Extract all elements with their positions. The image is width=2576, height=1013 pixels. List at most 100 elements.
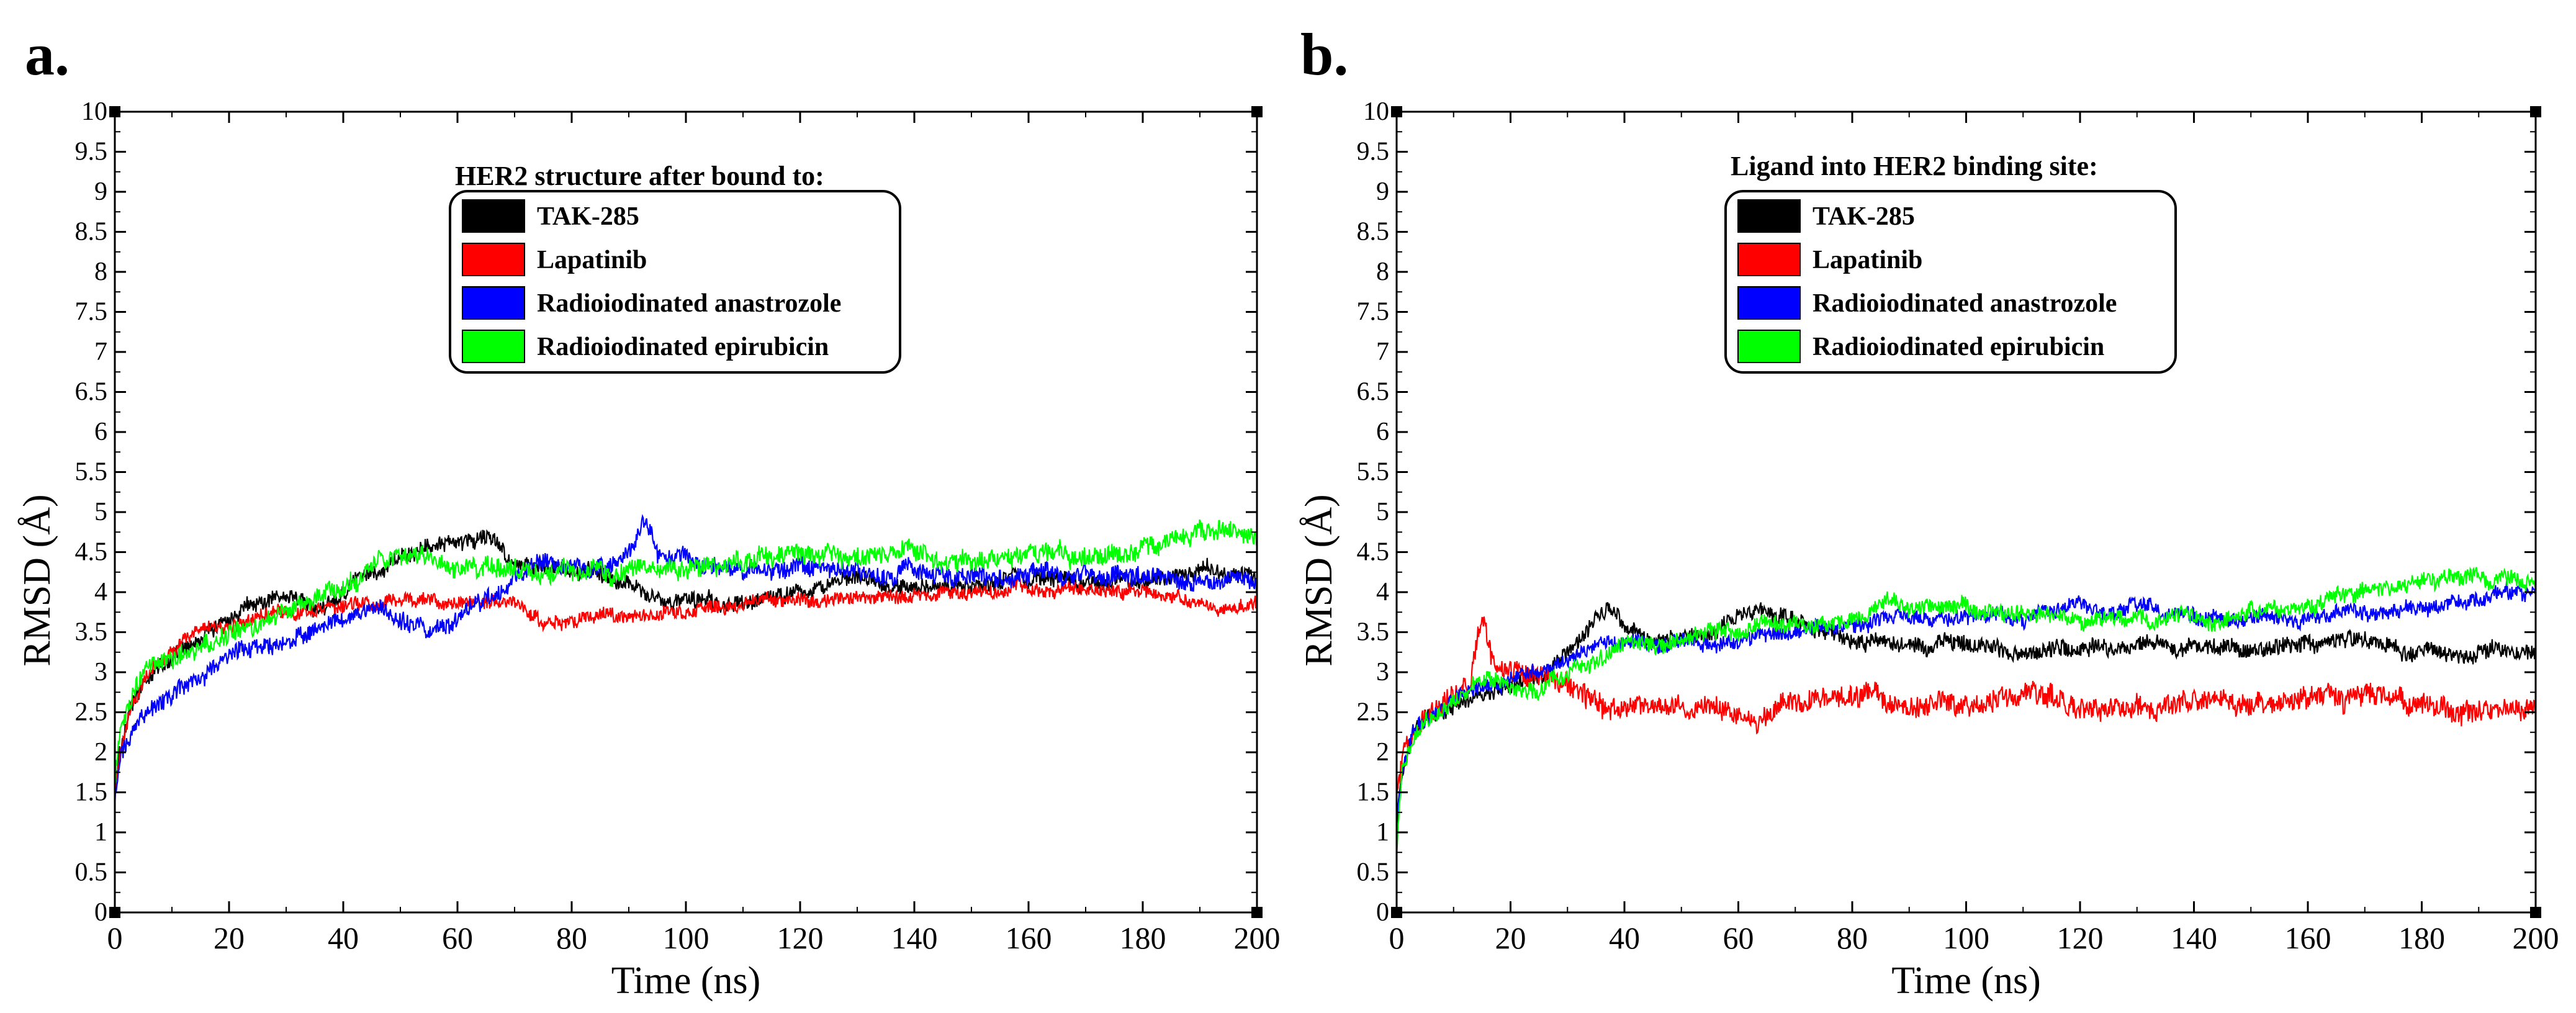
x-tick-label: 0 bbox=[1389, 921, 1405, 955]
x-tick-label: 120 bbox=[777, 921, 824, 955]
legend-label: Radioiodinated epirubicin bbox=[1813, 333, 2104, 361]
x-tick-label: 40 bbox=[328, 921, 359, 955]
y-tick-label: 9.5 bbox=[75, 138, 108, 166]
panel-b-label: b. bbox=[1300, 21, 1349, 88]
x-tick-label: 100 bbox=[1943, 921, 1989, 955]
y-tick-label: 3.5 bbox=[75, 618, 108, 647]
y-tick-label: 6.5 bbox=[75, 378, 108, 407]
y-tick-label: 3 bbox=[94, 658, 107, 687]
x-tick-label: 20 bbox=[1495, 921, 1526, 955]
legend-swatch bbox=[462, 199, 525, 233]
y-tick-label: 2.5 bbox=[1357, 698, 1390, 727]
legend-label: Radioiodinated epirubicin bbox=[537, 333, 829, 361]
x-tick-label: 100 bbox=[663, 921, 709, 955]
x-tick-label: 60 bbox=[1723, 921, 1754, 955]
legend-swatch bbox=[1737, 286, 1801, 320]
y-axis-label: RMSD (Å) bbox=[1298, 494, 1340, 666]
x-tick-label: 80 bbox=[1837, 921, 1868, 955]
x-tick-label: 60 bbox=[442, 921, 473, 955]
legend-swatch bbox=[462, 330, 525, 363]
y-tick-label: 2 bbox=[1376, 738, 1389, 767]
legend-label: TAK-285 bbox=[537, 202, 639, 231]
series-line-lapatinib bbox=[1397, 616, 2536, 797]
legend-label: Radioiodinated anastrozole bbox=[537, 289, 841, 318]
y-tick-label: 1 bbox=[1376, 818, 1389, 847]
y-tick-label: 2 bbox=[94, 738, 107, 767]
legend-label: Lapatinib bbox=[1813, 246, 1922, 274]
y-tick-label: 0 bbox=[94, 898, 107, 927]
legend-title: Ligand into HER2 binding site: bbox=[1731, 151, 2098, 181]
series-line-radioiodinated-anastrozole bbox=[1397, 580, 2536, 814]
y-tick-label: 7.5 bbox=[75, 298, 108, 326]
y-tick-label: 6 bbox=[94, 418, 107, 446]
y-tick-label: 9.5 bbox=[1357, 138, 1390, 166]
series-line-radioiodinated-epirubicin bbox=[1397, 566, 2536, 856]
y-tick-label: 8.5 bbox=[75, 218, 108, 246]
x-axis-label: Time (ns) bbox=[611, 960, 761, 1002]
legend-swatch bbox=[1737, 199, 1801, 233]
y-tick-label: 5.5 bbox=[1357, 458, 1390, 487]
chart-b: 0 0.5 1 1.5 2 2.5 3 3.5 4 4.5 5 5.5 6 6.5 7 7.5 8 8.5 9 9.5… bbox=[1298, 97, 2559, 1002]
legend-swatch bbox=[1737, 243, 1801, 276]
x-tick-label: 180 bbox=[2398, 921, 2445, 955]
x-tick-label: 120 bbox=[2057, 921, 2104, 955]
chart-a: 0 0.5 1 1.5 2 2.5 3 3.5 4 4.5 5 5.5 6 6.5 7 7.5 8 8.5 9 9.5… bbox=[16, 97, 1281, 1002]
y-tick-label: 8 bbox=[1376, 258, 1389, 286]
y-tick-label: 1.5 bbox=[1357, 778, 1390, 807]
y-tick-label: 3 bbox=[1376, 658, 1389, 687]
y-tick-label: 9 bbox=[1376, 178, 1389, 206]
y-tick-label: 0.5 bbox=[75, 858, 108, 887]
x-tick-label: 200 bbox=[2513, 921, 2559, 955]
legend-label: Radioiodinated anastrozole bbox=[1813, 289, 2117, 318]
legend-box bbox=[1724, 190, 2177, 374]
x-tick-label: 0 bbox=[107, 921, 123, 955]
y-axis-label: RMSD (Å) bbox=[16, 494, 58, 666]
panel-a-label: a. bbox=[25, 21, 70, 88]
series-line-radioiodinated-anastrozole bbox=[115, 514, 1257, 808]
x-tick-label: 180 bbox=[1120, 921, 1166, 955]
x-axis-label: Time (ns) bbox=[1891, 960, 2041, 1002]
y-tick-label: 8 bbox=[94, 258, 107, 286]
x-tick-label: 160 bbox=[1006, 921, 1052, 955]
y-tick-label: 0 bbox=[1376, 898, 1389, 927]
x-tick-label: 140 bbox=[2171, 921, 2217, 955]
x-tick-label: 200 bbox=[1234, 921, 1281, 955]
x-tick-label: 160 bbox=[2285, 921, 2331, 955]
y-tick-label: 5 bbox=[94, 498, 107, 526]
legend-box bbox=[449, 190, 901, 374]
y-tick-label: 0.5 bbox=[1357, 858, 1390, 887]
legend-swatch bbox=[1737, 330, 1801, 363]
legend-label: TAK-285 bbox=[1813, 202, 1915, 231]
y-tick-label: 10 bbox=[1363, 97, 1389, 126]
legend-swatch bbox=[462, 286, 525, 320]
y-tick-label: 9 bbox=[94, 178, 107, 206]
series-group bbox=[1397, 566, 2536, 856]
y-tick-label: 1 bbox=[94, 818, 107, 847]
x-tick-label: 20 bbox=[214, 921, 245, 955]
y-tick-label: 4.5 bbox=[75, 538, 108, 567]
x-tick-label: 80 bbox=[556, 921, 587, 955]
y-tick-label: 7.5 bbox=[1357, 298, 1390, 326]
y-tick-label: 1.5 bbox=[75, 778, 108, 807]
x-tick-label: 140 bbox=[891, 921, 938, 955]
y-tick-label: 4 bbox=[94, 578, 107, 606]
x-tick-label: 40 bbox=[1609, 921, 1640, 955]
legend-swatch bbox=[462, 243, 525, 276]
y-tick-label: 8.5 bbox=[1357, 218, 1390, 246]
y-tick-label: 5 bbox=[1376, 498, 1389, 526]
legend-title: HER2 structure after bound to: bbox=[455, 161, 824, 191]
y-tick-label: 2.5 bbox=[75, 698, 108, 727]
series-group bbox=[115, 514, 1257, 808]
series-line-tak-285 bbox=[1397, 602, 2536, 834]
y-tick-label: 7 bbox=[94, 338, 107, 366]
y-tick-label: 3.5 bbox=[1357, 618, 1390, 647]
y-tick-label: 4 bbox=[1376, 578, 1389, 606]
series-line-radioiodinated-epirubicin bbox=[115, 519, 1257, 786]
y-tick-label: 6.5 bbox=[1357, 378, 1390, 407]
y-tick-label: 10 bbox=[81, 97, 107, 126]
legend-label: Lapatinib bbox=[537, 246, 647, 274]
y-tick-label: 7 bbox=[1376, 338, 1389, 366]
y-tick-label: 4.5 bbox=[1357, 538, 1390, 567]
y-tick-label: 6 bbox=[1376, 418, 1389, 446]
